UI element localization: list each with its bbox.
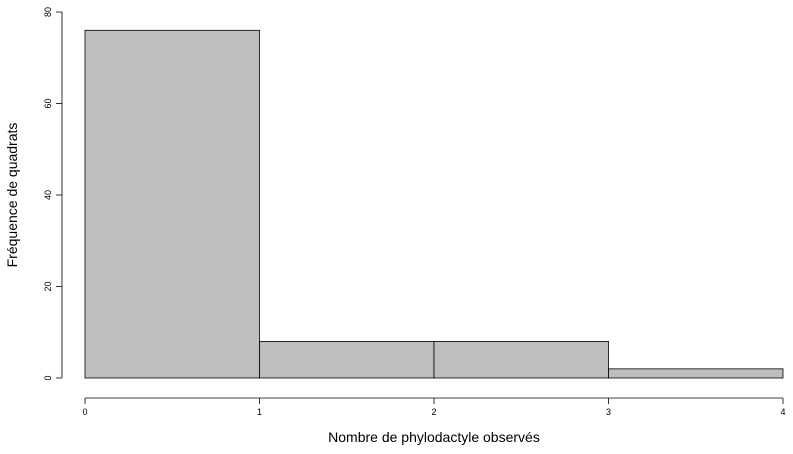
- y-axis-title: Fréquence de quadrats: [4, 123, 20, 268]
- y-tick-label-1: 20: [43, 281, 53, 291]
- histogram-bar-2: [433, 340, 609, 379]
- x-ticks: 0 1 2 3 4: [82, 398, 786, 417]
- histogram-bar-1: [259, 340, 435, 379]
- x-axis-title: Nombre de phylodactyle observés: [328, 429, 540, 445]
- y-ticks: 0 20 40 60 80: [43, 7, 62, 381]
- y-tick-label-4: 80: [43, 7, 53, 17]
- x-tick-label-3: 3: [606, 407, 611, 417]
- y-tick-label-0: 0: [43, 375, 53, 380]
- y-tick-label-2: 40: [43, 190, 53, 200]
- x-tick-label-0: 0: [82, 407, 87, 417]
- x-tick-label-2: 2: [431, 407, 436, 417]
- x-tick-label-4: 4: [780, 407, 785, 417]
- y-tick-label-3: 60: [43, 98, 53, 108]
- x-axis: 0 1 2 3 4: [82, 397, 786, 417]
- x-tick-label-1: 1: [257, 407, 262, 417]
- histogram-bar-3: [608, 368, 784, 379]
- bars-group: [84, 29, 784, 379]
- histogram-bar-0: [84, 29, 260, 379]
- y-axis: 0 20 40 60 80: [43, 7, 63, 381]
